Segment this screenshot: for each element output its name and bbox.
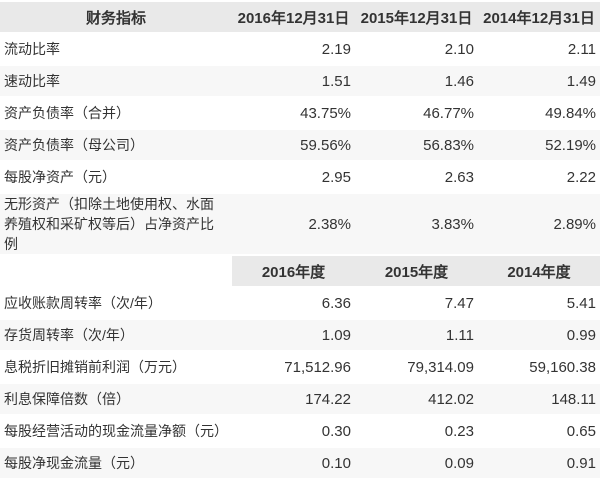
value-2014: 52.19% [478, 130, 600, 160]
header-date-2015: 2015年12月31日 [355, 2, 478, 32]
header-date-2014: 2014年12月31日 [478, 2, 600, 32]
value-2015: 0.23 [355, 416, 478, 446]
value-2016: 2.38% [232, 194, 355, 254]
balance-sheet-header-row: 财务指标 2016年12月31日 2015年12月31日 2014年12月31日 [0, 2, 600, 32]
row-label: 每股净现金流量（元） [0, 448, 232, 478]
table-row-current-ratio: 流动比率 2.19 2.10 2.11 [0, 34, 600, 64]
row-label: 利息保障倍数（倍） [0, 384, 232, 414]
value-2016: 2.95 [232, 162, 355, 192]
value-2014: 5.41 [478, 288, 600, 318]
value-2016: 1.09 [232, 320, 355, 350]
value-2014: 0.91 [478, 448, 600, 478]
value-2014: 0.65 [478, 416, 600, 446]
value-2016: 59.56% [232, 130, 355, 160]
value-2015: 7.47 [355, 288, 478, 318]
row-label: 资产负债率（合并） [0, 98, 232, 128]
value-2016: 6.36 [232, 288, 355, 318]
row-label: 每股净资产（元） [0, 162, 232, 192]
table-row-inventory-turnover: 存货周转率（次/年） 1.09 1.11 0.99 [0, 320, 600, 350]
row-label: 息税折旧摊销前利润（万元） [0, 352, 232, 382]
value-2015: 412.02 [355, 384, 478, 414]
table-row-debt-ratio-parent: 资产负债率（母公司） 59.56% 56.83% 52.19% [0, 130, 600, 160]
value-2016: 0.30 [232, 416, 355, 446]
table-row-intangible-assets-ratio: 无形资产（扣除土地使用权、水面养殖权和采矿权等后）占净资产比例 2.38% 3.… [0, 194, 600, 254]
row-label: 无形资产（扣除土地使用权、水面养殖权和采矿权等后）占净资产比例 [0, 194, 232, 254]
table-row-ebitda: 息税折旧摊销前利润（万元） 71,512.96 79,314.09 59,160… [0, 352, 600, 382]
value-2015: 2.63 [355, 162, 478, 192]
table-row-net-cashflow-per-share: 每股净现金流量（元） 0.10 0.09 0.91 [0, 448, 600, 478]
table-row-interest-coverage: 利息保障倍数（倍） 174.22 412.02 148.11 [0, 384, 600, 414]
annual-period-header-row: 2016年度 2015年度 2014年度 [0, 256, 600, 286]
row-label: 资产负债率（母公司） [0, 130, 232, 160]
value-2016: 1.51 [232, 66, 355, 96]
value-2016: 174.22 [232, 384, 355, 414]
row-label: 存货周转率（次/年） [0, 320, 232, 350]
table-row-net-assets-per-share: 每股净资产（元） 2.95 2.63 2.22 [0, 162, 600, 192]
value-2014: 1.49 [478, 66, 600, 96]
header-date-2016: 2016年12月31日 [232, 2, 355, 32]
value-2016: 0.10 [232, 448, 355, 478]
value-2015: 2.10 [355, 34, 478, 64]
row-label: 速动比率 [0, 66, 232, 96]
value-2015: 46.77% [355, 98, 478, 128]
table-row-quick-ratio: 速动比率 1.51 1.46 1.49 [0, 66, 600, 96]
header-year-2015: 2015年度 [355, 256, 478, 286]
value-2015: 0.09 [355, 448, 478, 478]
table-row-operating-cashflow-per-share: 每股经营活动的现金流量净额（元） 0.30 0.23 0.65 [0, 416, 600, 446]
value-2014: 59,160.38 [478, 352, 600, 382]
value-2015: 79,314.09 [355, 352, 478, 382]
value-2014: 2.89% [478, 194, 600, 254]
value-2014: 0.99 [478, 320, 600, 350]
row-label: 应收账款周转率（次/年） [0, 288, 232, 318]
value-2015: 3.83% [355, 194, 478, 254]
value-2014: 49.84% [478, 98, 600, 128]
value-2016: 2.19 [232, 34, 355, 64]
table-row-debt-ratio-consolidated: 资产负债率（合并） 43.75% 46.77% 49.84% [0, 98, 600, 128]
row-label: 每股经营活动的现金流量净额（元） [0, 416, 232, 446]
row-label: 流动比率 [0, 34, 232, 64]
value-2016: 71,512.96 [232, 352, 355, 382]
header-blank-cell [0, 256, 232, 286]
header-financial-indicator: 财务指标 [0, 2, 232, 32]
value-2015: 56.83% [355, 130, 478, 160]
value-2014: 2.22 [478, 162, 600, 192]
value-2015: 1.46 [355, 66, 478, 96]
header-year-2016: 2016年度 [232, 256, 355, 286]
table-row-receivables-turnover: 应收账款周转率（次/年） 6.36 7.47 5.41 [0, 288, 600, 318]
value-2016: 43.75% [232, 98, 355, 128]
header-year-2014: 2014年度 [478, 256, 600, 286]
value-2014: 2.11 [478, 34, 600, 64]
value-2015: 1.11 [355, 320, 478, 350]
value-2014: 148.11 [478, 384, 600, 414]
